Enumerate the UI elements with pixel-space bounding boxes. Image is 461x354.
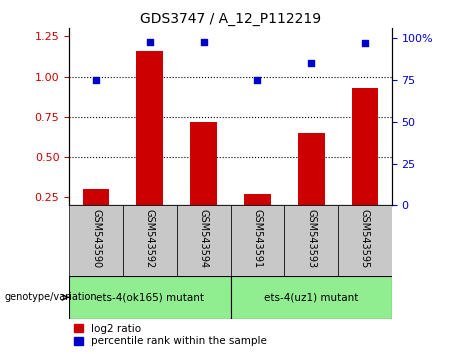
Point <box>361 40 369 46</box>
Text: ets-4(uz1) mutant: ets-4(uz1) mutant <box>264 292 358 302</box>
Text: GSM543595: GSM543595 <box>360 209 370 268</box>
Text: GSM543591: GSM543591 <box>252 209 262 268</box>
Text: ets-4(ok165) mutant: ets-4(ok165) mutant <box>96 292 204 302</box>
Text: genotype/variation: genotype/variation <box>5 292 97 302</box>
Bar <box>298 133 325 205</box>
Text: GSM543590: GSM543590 <box>91 209 101 268</box>
Point <box>307 61 315 66</box>
Text: GSM543593: GSM543593 <box>306 209 316 268</box>
Bar <box>123 205 177 276</box>
Point <box>200 39 207 45</box>
Text: GSM543592: GSM543592 <box>145 209 155 268</box>
Bar <box>351 88 378 205</box>
Bar <box>177 205 230 276</box>
Bar <box>69 276 230 319</box>
Bar <box>338 205 392 276</box>
Bar <box>284 205 338 276</box>
Point <box>92 77 100 83</box>
Bar <box>83 189 109 205</box>
Bar <box>230 205 284 276</box>
Bar <box>190 122 217 205</box>
Point <box>254 77 261 83</box>
Bar <box>136 51 163 205</box>
Bar <box>244 194 271 205</box>
Bar <box>230 276 392 319</box>
Legend: log2 ratio, percentile rank within the sample: log2 ratio, percentile rank within the s… <box>74 324 267 347</box>
Text: GSM543594: GSM543594 <box>199 209 209 268</box>
Bar <box>69 205 123 276</box>
Point <box>146 39 154 45</box>
Title: GDS3747 / A_12_P112219: GDS3747 / A_12_P112219 <box>140 12 321 26</box>
